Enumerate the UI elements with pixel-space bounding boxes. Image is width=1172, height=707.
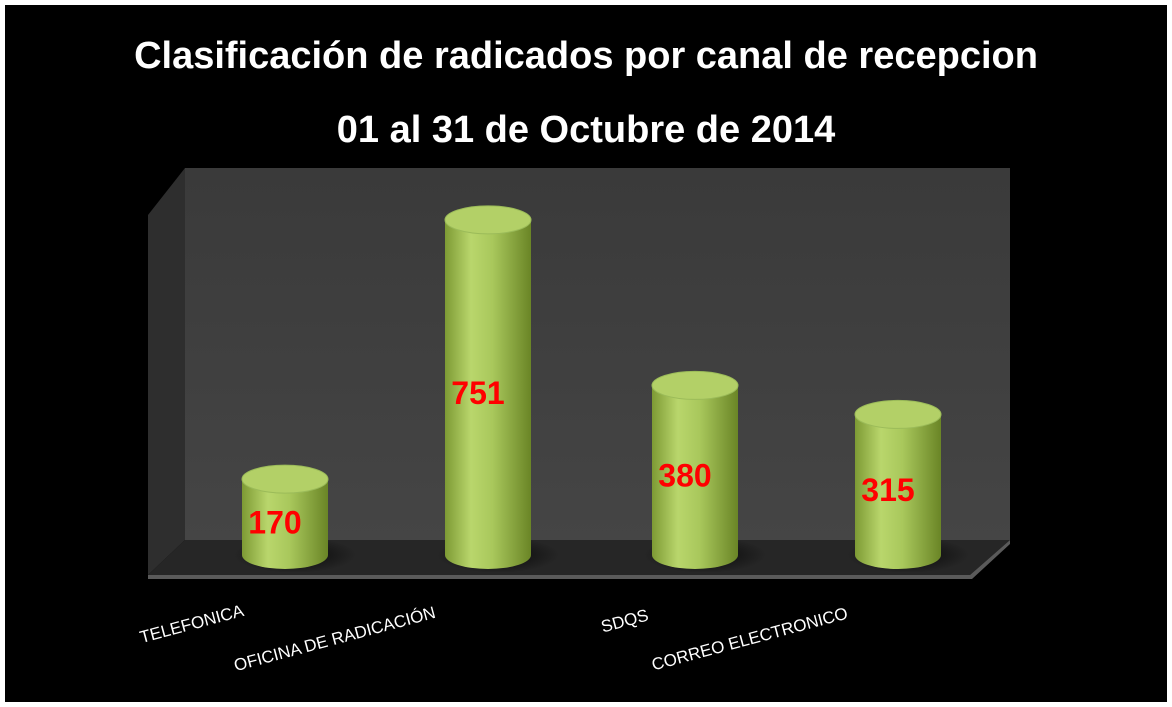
bar: [854, 399, 942, 569]
floor-edge: [148, 540, 1010, 579]
data-label: 315: [861, 472, 914, 508]
bar-top: [651, 370, 739, 400]
bar-top: [444, 205, 532, 235]
chart-subtitle: 01 al 31 de Octubre de 2014: [337, 109, 836, 151]
bar: [651, 370, 739, 569]
chart-title: Clasificación de radicados por canal de …: [134, 35, 1038, 77]
side-wall: [148, 168, 185, 575]
bar-body: [242, 479, 328, 569]
bar-body: [652, 385, 738, 569]
data-label: 380: [658, 458, 711, 494]
bar-body: [855, 414, 941, 569]
bar-top: [854, 399, 942, 429]
bar-top: [241, 464, 329, 494]
data-label: 170: [248, 505, 301, 541]
bar: [241, 464, 329, 569]
floor: [148, 540, 1010, 575]
bar-body: [445, 219, 531, 569]
data-label: 751: [451, 375, 504, 411]
bar: [444, 205, 532, 569]
